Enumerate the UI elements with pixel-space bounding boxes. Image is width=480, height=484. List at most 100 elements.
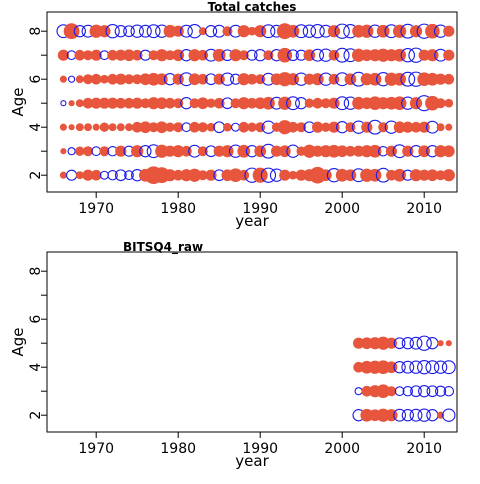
bubble-negative — [138, 24, 152, 38]
y-tick-label: 8 — [28, 267, 44, 276]
bubble-positive — [75, 123, 84, 132]
y-axis: 2 4 6 8 — [28, 27, 47, 180]
bubble-negative — [418, 385, 431, 398]
bubble-positive — [173, 122, 184, 133]
bubble-positive — [155, 144, 169, 158]
bubble-negative — [393, 361, 406, 374]
bubble-positive — [155, 49, 168, 62]
bubble-positive — [277, 47, 293, 63]
bubble-positive — [107, 97, 119, 109]
bubble-positive — [444, 98, 454, 108]
bubble-positive — [445, 123, 453, 131]
bubble-positive — [173, 98, 184, 109]
bubble-negative — [260, 167, 277, 183]
bubble-positive — [123, 49, 135, 62]
bubble-positive — [335, 168, 349, 182]
bubble-negative — [124, 170, 134, 181]
bubble-positive — [148, 50, 159, 61]
bubble-positive — [263, 50, 274, 61]
bubble-positive — [296, 122, 307, 133]
plot-frame — [46, 251, 458, 433]
bubble-positive — [277, 120, 292, 135]
y-axis-title: Age — [9, 327, 27, 356]
bubble-positive — [155, 97, 168, 110]
bubble-positive — [196, 97, 209, 110]
bubble-negative — [66, 169, 78, 181]
bubble-positive — [345, 145, 356, 157]
bubble-positive — [90, 169, 102, 181]
bubble-negative — [409, 408, 423, 422]
bubble-negative — [442, 408, 456, 422]
bubble-positive — [188, 73, 201, 86]
bubble-negative — [335, 96, 350, 111]
bubble-positive — [147, 97, 160, 110]
bubble-negative — [67, 147, 76, 156]
bubble-positive — [410, 121, 422, 133]
y-tick-label: 6 — [28, 75, 44, 84]
bubble-positive — [82, 50, 94, 61]
bubble-positive — [60, 148, 67, 155]
bubble-positive — [254, 25, 267, 38]
bubble-positive — [386, 386, 397, 397]
bubble-positive — [320, 98, 331, 109]
bubble-positive — [115, 97, 127, 109]
x-tick-label: 1990 — [242, 201, 278, 217]
bubble-negative — [287, 49, 299, 62]
bubble-positive — [328, 73, 340, 85]
bubble-negative — [67, 75, 76, 83]
bubble-positive — [426, 169, 439, 182]
bubble-positive — [172, 169, 184, 181]
bubble-negative — [105, 24, 120, 39]
bubble-positive — [247, 26, 257, 36]
bubble-positive — [198, 27, 207, 36]
bubble-positive — [230, 98, 241, 109]
bubble-positive — [147, 72, 160, 86]
bubble-positive — [187, 168, 202, 182]
bubble-negative — [410, 385, 422, 398]
bubble-positive — [115, 145, 127, 157]
bubble-positive — [361, 385, 373, 397]
bubble-positive — [59, 75, 67, 83]
bubble-positive — [155, 121, 168, 134]
bubble-positive — [131, 121, 143, 133]
bubble-positive — [197, 73, 209, 85]
bubble-negative — [123, 25, 135, 38]
bubble-positive — [304, 98, 315, 108]
bubble-positive — [82, 97, 94, 109]
bubble-negative — [139, 145, 152, 158]
bubble-negative — [246, 49, 258, 61]
bubble-positive — [368, 168, 382, 182]
bubble-positive — [164, 50, 176, 61]
bubble-negative — [402, 385, 414, 397]
bubble-positive — [164, 97, 176, 109]
bubble-positive — [434, 145, 447, 158]
bubble-positive — [228, 168, 243, 183]
bubble-negative — [310, 24, 325, 39]
bubble-positive — [75, 99, 84, 108]
bubble-positive — [286, 24, 300, 38]
bubble-positive — [328, 97, 340, 109]
panel-title: BITSQ4_raw — [123, 240, 203, 255]
bubble-layer — [56, 23, 455, 185]
bubble-positive — [107, 73, 118, 85]
bubble-positive — [68, 124, 75, 131]
bubble-positive — [393, 121, 406, 134]
bubble-positive — [402, 121, 414, 133]
bubble-negative — [400, 48, 415, 63]
x-axis: 1970 1980 1990 2000 2010 — [78, 192, 442, 217]
x-tick-label: 1970 — [78, 441, 114, 457]
bubble-positive — [99, 146, 110, 157]
bubble-negative — [220, 72, 235, 86]
bubble-positive — [443, 25, 455, 37]
bubble-negative — [261, 24, 276, 39]
bubble-positive — [90, 73, 102, 85]
bubble-negative — [91, 146, 102, 157]
bubble-positive — [426, 72, 439, 86]
bubble-positive — [163, 169, 177, 182]
bubble-negative — [311, 48, 325, 62]
bubble-positive — [319, 169, 332, 182]
bubble-positive — [237, 25, 250, 38]
bubble-positive — [84, 123, 92, 132]
y-axis: 2 4 6 8 — [28, 267, 47, 420]
